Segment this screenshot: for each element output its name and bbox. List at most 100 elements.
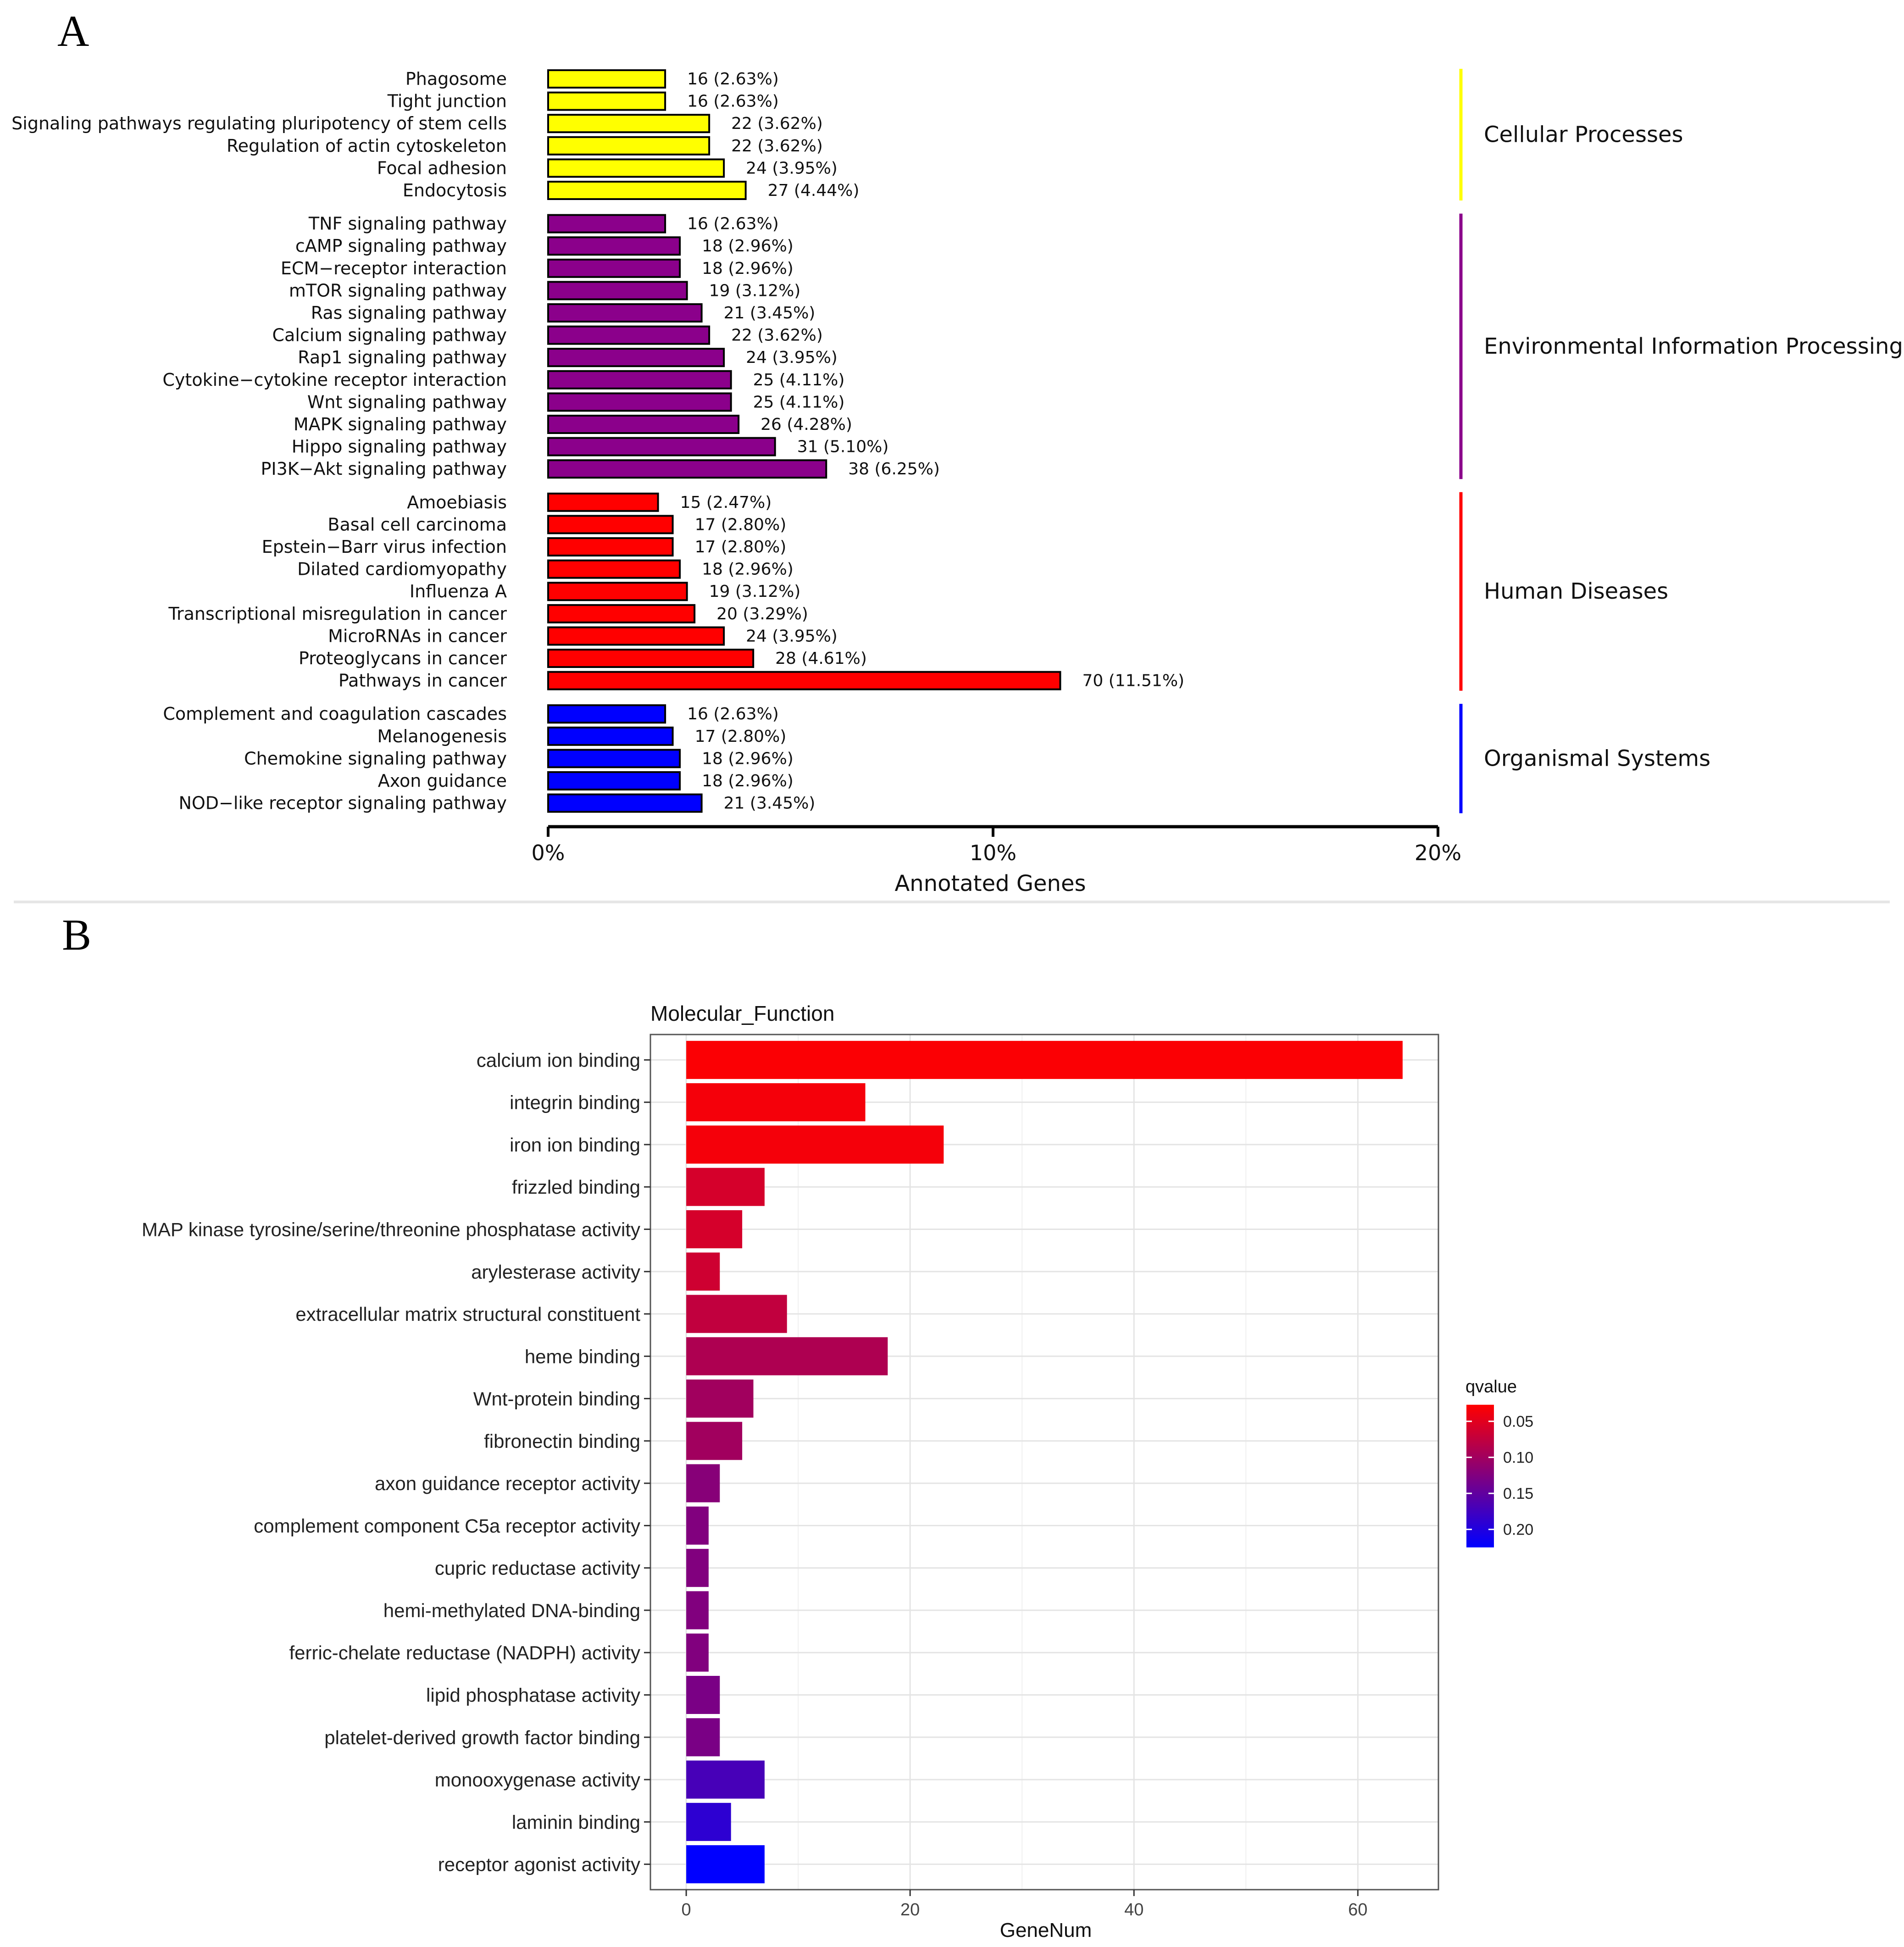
go-bar-map-kinase-tyrosine-serine-threonine-phosphatase-activity (686, 1210, 743, 1248)
go-x-tick-label: 0 (682, 1900, 691, 1919)
panel-a-letter: A (57, 6, 89, 56)
kegg-category-label: ECM−receptor interaction (281, 258, 507, 278)
kegg-bar-rap1-signaling-pathway (547, 348, 725, 367)
kegg-value-label: 19 (3.12%) (709, 582, 801, 601)
kegg-bar-endocytosis (547, 181, 747, 200)
kegg-bar-wnt-signaling-pathway (547, 392, 732, 412)
go-category-label: ferric-chelate reductase (NADPH) activit… (289, 1642, 640, 1663)
kegg-bar-tnf-signaling-pathway (547, 214, 666, 234)
kegg-category-label: Ras signaling pathway (311, 303, 507, 323)
kegg-value-label: 21 (3.45%) (724, 304, 816, 323)
go-bar-fibronectin-binding (686, 1422, 743, 1460)
kegg-value-label: 16 (2.63%) (687, 70, 779, 89)
kegg-value-label: 22 (3.62%) (731, 137, 823, 156)
go-plot-border (649, 1034, 1439, 1891)
kegg-x-tick-label: 10% (970, 840, 1016, 865)
legend-tick-label: 0.20 (1503, 1521, 1533, 1539)
kegg-bar-micrornas-in-cancer (547, 626, 725, 646)
panel-b-letter: B (62, 910, 91, 959)
go-bar-iron-ion-binding (686, 1125, 944, 1164)
go-bar-cupric-reductase-activity (686, 1549, 709, 1587)
kegg-bar-nod-like-receptor-signaling-pathway (547, 793, 703, 813)
kegg-value-label: 38 (6.25%) (848, 460, 940, 478)
kegg-bar-camp-signaling-pathway (547, 236, 681, 256)
kegg-category-label: NOD−like receptor signaling pathway (178, 793, 507, 813)
go-bar-monooxygenase-activity (686, 1760, 765, 1799)
group-label-human-diseases: Human Diseases (1484, 579, 1668, 604)
kegg-value-label: 15 (2.47%) (680, 493, 772, 512)
kegg-value-label: 18 (2.96%) (702, 259, 794, 278)
go-category-label: platelet-derived growth factor binding (324, 1727, 640, 1748)
group-label-organismal-systems: Organismal Systems (1484, 745, 1710, 771)
kegg-category-label: Calcium signaling pathway (272, 325, 507, 345)
kegg-category-label: Influenza A (410, 581, 507, 601)
kegg-bar-ras-signaling-pathway (547, 303, 703, 323)
go-category-label: MAP kinase tyrosine/serine/threonine pho… (142, 1218, 640, 1240)
kegg-value-label: 18 (2.96%) (702, 749, 794, 768)
kegg-category-label: Rap1 signaling pathway (298, 347, 507, 367)
kegg-value-label: 16 (2.63%) (687, 705, 779, 723)
go-category-label: Wnt-protein binding (473, 1388, 640, 1410)
kegg-category-label: Cytokine−cytokine receptor interaction (162, 370, 507, 390)
go-bar-integrin-binding (686, 1083, 866, 1122)
kegg-bar-axon-guidance (547, 771, 681, 790)
kegg-bar-ecm-receptor-interaction (547, 258, 681, 278)
go-bar-extracellular-matrix-structural-constituent (686, 1295, 787, 1333)
panel-a-kegg-chart: A Phagosome 16 (2.63%) Tight junction 16 (2… (11, 6, 1903, 896)
kegg-value-label: 24 (3.95%) (746, 627, 838, 645)
kegg-bar-amoebiasis (547, 492, 659, 512)
kegg-value-label: 20 (3.29%) (716, 605, 808, 623)
go-bar-arylesterase-activity (686, 1252, 720, 1291)
kegg-value-label: 16 (2.63%) (687, 92, 779, 111)
go-bar-laminin-binding (686, 1802, 731, 1841)
kegg-category-label: Focal adhesion (377, 158, 507, 178)
kegg-value-label: 26 (4.28%) (760, 415, 852, 434)
kegg-bar-cytokine-cytokine-receptor-interaction (547, 370, 732, 389)
kegg-bar-proteoglycans-in-cancer (547, 649, 755, 668)
go-bar-axon-guidance-receptor-activity (686, 1464, 720, 1502)
kegg-category-label: Complement and coagulation cascades (163, 704, 507, 724)
go-bar-platelet-derived-growth-factor-binding (686, 1718, 720, 1757)
kegg-category-label: MAPK signaling pathway (294, 414, 507, 434)
kegg-category-label: Axon guidance (378, 771, 507, 791)
go-category-label: lipid phosphatase activity (426, 1685, 640, 1706)
legend-tick-label: 0.05 (1503, 1413, 1533, 1430)
kegg-category-label: cAMP signaling pathway (295, 236, 507, 256)
legend-color-bar (1466, 1405, 1494, 1547)
kegg-value-label: 28 (4.61%) (775, 649, 867, 668)
go-plot-background (650, 1035, 1438, 1890)
go-category-label: integrin binding (510, 1092, 640, 1113)
go-category-label: arylesterase activity (471, 1261, 640, 1283)
go-category-label: calcium ion binding (477, 1049, 640, 1071)
kegg-value-label: 31 (5.10%) (797, 438, 889, 456)
kegg-bar-pathways-in-cancer (547, 671, 1061, 690)
kegg-value-label: 17 (2.80%) (695, 727, 787, 746)
kegg-bar-focal-adhesion (547, 158, 725, 178)
kegg-bar-regulation-of-actin-cytoskeleton (547, 136, 711, 156)
kegg-category-label: Dilated cardiomyopathy (297, 559, 507, 579)
kegg-value-label: 17 (2.80%) (695, 538, 787, 556)
kegg-category-label: Melanogenesis (377, 726, 507, 746)
kegg-bar-chemokine-signaling-pathway (547, 749, 681, 768)
go-category-label: cupric reductase activity (435, 1558, 640, 1579)
kegg-category-label: Amoebiasis (407, 492, 507, 512)
kegg-bar-influenza-a (547, 582, 688, 601)
kegg-category-label: mTOR signaling pathway (289, 280, 507, 300)
go-category-label: fibronectin binding (484, 1430, 640, 1452)
go-category-label: receptor agonist activity (438, 1854, 640, 1875)
kegg-bar-epstein-barr-virus-infection (547, 537, 674, 556)
go-bar-wnt-protein-binding (686, 1380, 754, 1418)
kegg-category-label: Proteoglycans in cancer (299, 648, 507, 668)
kegg-value-label: 24 (3.95%) (746, 159, 838, 178)
go-bar-ferric-chelate-reductase-nadph-activity (686, 1633, 709, 1672)
kegg-value-label: 21 (3.45%) (724, 794, 816, 813)
kegg-value-label: 18 (2.96%) (702, 772, 794, 790)
kegg-value-label: 70 (11.51%) (1082, 672, 1184, 690)
qvalue-legend: qvalue 0.05 0.10 0.15 0.20 (1465, 1377, 1533, 1547)
kegg-category-label: Hippo signaling pathway (292, 437, 507, 457)
kegg-x-axis: 0% 10% 20% (532, 825, 1461, 865)
kegg-bar-signaling-pathways-regulating-pluripotency-of-stem-cells (547, 114, 711, 134)
go-bar-complement-component-c5a-receptor-activity (686, 1506, 709, 1545)
kegg-category-label: Transcriptional misregulation in cancer (168, 604, 507, 624)
kegg-bar-mapk-signaling-pathway (547, 415, 740, 434)
